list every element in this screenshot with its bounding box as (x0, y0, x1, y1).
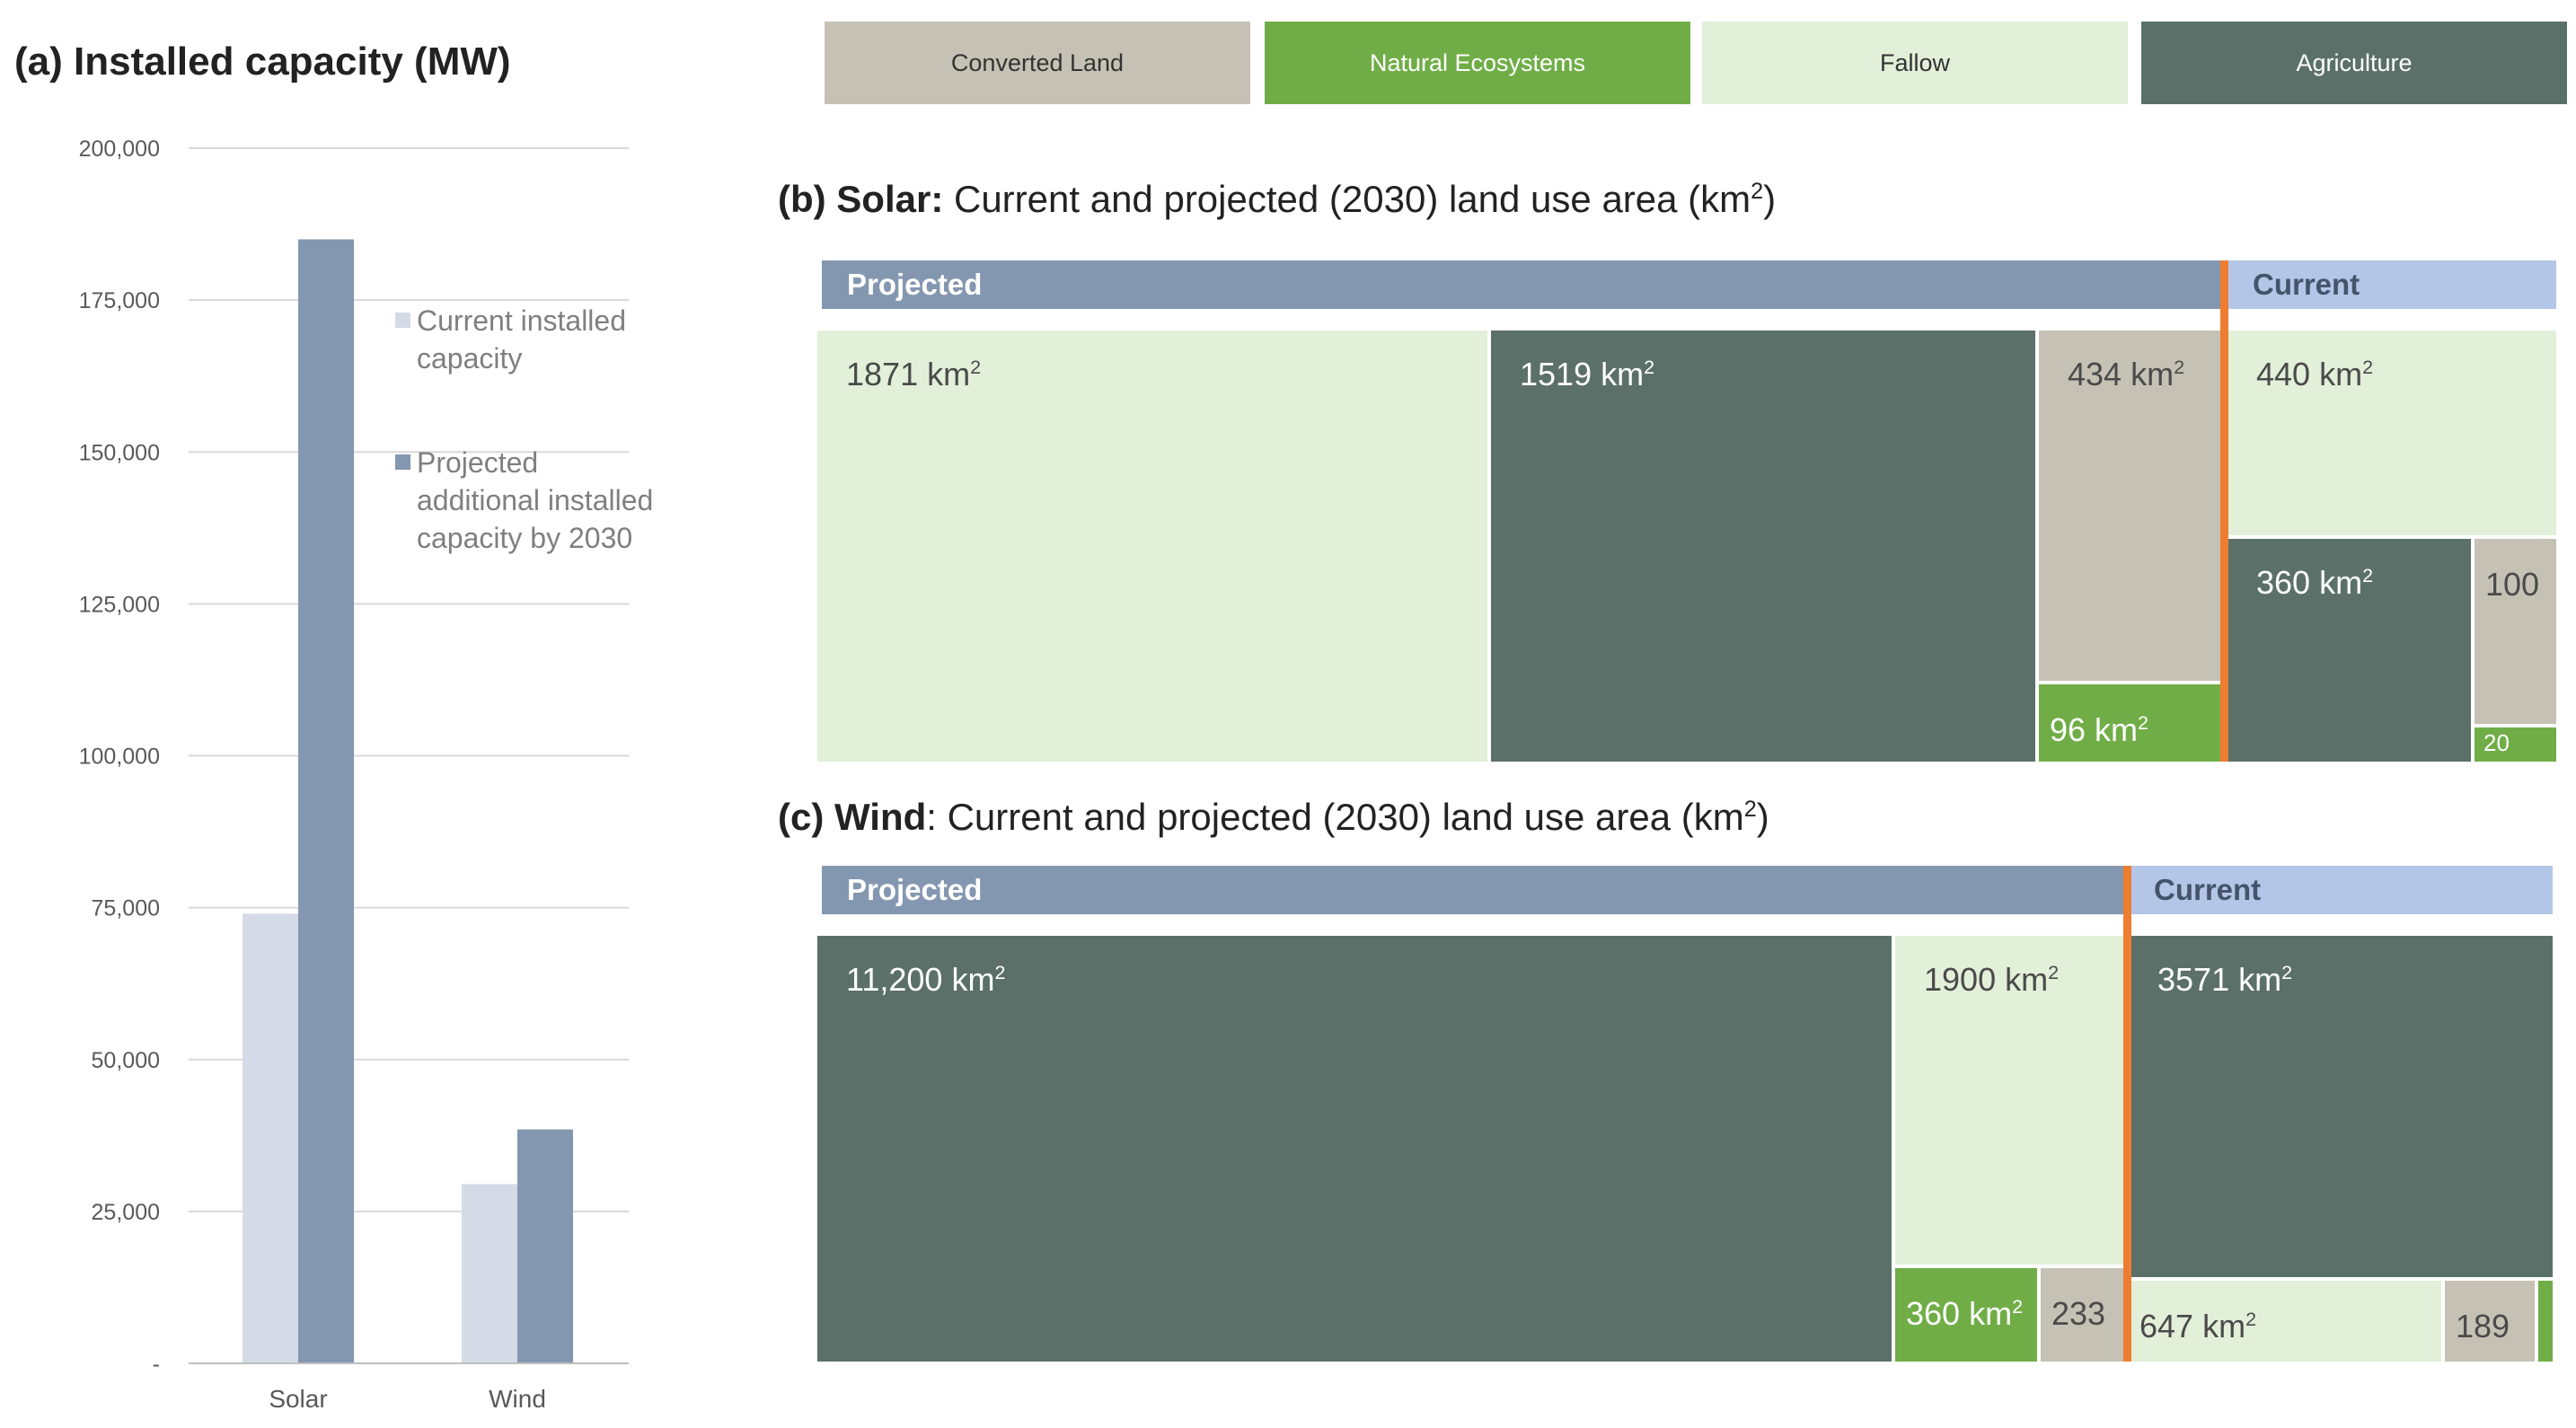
panel-b-title-sup: 2 (1751, 179, 1764, 204)
y-tick-label: 75,000 (92, 896, 160, 921)
y-tick-label: 50,000 (92, 1048, 160, 1073)
y-tick-label: 175,000 (79, 288, 160, 313)
treemap-cell: 11,200 km2 (817, 936, 1892, 1362)
y-tick-label: 150,000 (79, 440, 160, 465)
wind-divider-line (2123, 866, 2131, 1362)
legend-label-line: capacity (417, 342, 522, 375)
panel-b-title-end: ) (1763, 178, 1777, 220)
legend-label: Current installed capacity (417, 304, 626, 375)
treemap-cell-label-sup: 2 (970, 356, 982, 378)
legend-swatch (395, 454, 410, 470)
treemap-cell: 360 km2 (2228, 539, 2471, 762)
wind-current-header: Current (2129, 866, 2553, 914)
panel-b-title-bold: (b) Solar: (778, 178, 944, 220)
x-tick-label: Wind (489, 1385, 546, 1413)
treemap-cell-label: 20 (2483, 729, 2510, 756)
treemap-cell: 647 km2 (2129, 1281, 2441, 1362)
x-tick-label: Solar (269, 1385, 327, 1413)
legend-agriculture: Agriculture (2141, 22, 2567, 104)
treemap-cell: 3571 km2 (2129, 936, 2553, 1277)
bar (243, 913, 298, 1363)
legend-converted-land: Converted Land (825, 22, 1250, 104)
treemap-cell-label: 1519 km2 (1520, 356, 1655, 392)
y-tick-label: 25,000 (92, 1200, 160, 1225)
treemap-cell-label-sup: 2 (994, 961, 1006, 983)
y-tick-label: 100,000 (79, 745, 160, 770)
treemap-cell-label-sup: 2 (1644, 356, 1655, 378)
legend-swatch (395, 313, 410, 328)
panel-c-title-sup: 2 (1743, 797, 1757, 822)
solar-current-header: Current (2228, 260, 2556, 309)
legend-fallow: Fallow (1702, 22, 2128, 104)
bar (517, 1129, 573, 1363)
treemap-cell-label-sup: 2 (2048, 961, 2060, 983)
treemap-cell: 440 km2 (2228, 331, 2556, 535)
treemap-cell-label: 189 (2456, 1308, 2510, 1344)
treemap-cell (2538, 1281, 2553, 1362)
legend-label-line: capacity by 2030 (417, 522, 632, 554)
y-tick-label: 200,000 (79, 137, 160, 162)
legend-label-line: Projected (417, 446, 538, 479)
panel-a-title: (a) Installed capacity (MW) (14, 40, 511, 84)
treemap-cell: 1900 km2 (1895, 936, 2129, 1265)
solar-divider-line (2220, 260, 2228, 762)
treemap-cell: 1871 km2 (817, 331, 1487, 762)
legend-label-line: additional installed (417, 484, 653, 516)
treemap-cell-label: 1871 km2 (846, 356, 982, 392)
treemap-cell-label: 11,200 km2 (846, 961, 1006, 998)
treemap-cell-label-sup: 2 (2362, 564, 2374, 586)
treemap-cell: 1519 km2 (1491, 331, 2035, 762)
solar-projected-header: Projected (822, 260, 2228, 309)
treemap-cell-label-sup: 2 (2138, 711, 2149, 734)
treemap-cell-label: 360 km2 (1906, 1295, 2024, 1332)
treemap-cell-label-sup: 2 (2245, 1308, 2257, 1330)
treemap-cell: 100 (2475, 539, 2556, 724)
treemap-cell: 434 km2 (2039, 331, 2224, 681)
y-tick-label: - (153, 1352, 160, 1377)
treemap-cell-label-sup: 2 (2174, 356, 2185, 378)
treemap-cell-label: 233 (2051, 1295, 2106, 1332)
treemap-cell: 233 (2041, 1268, 2129, 1362)
treemap-cell-label-sup: 2 (2012, 1295, 2024, 1318)
treemap-cell-label: 360 km2 (2256, 564, 2374, 601)
panel-c-title: (c) Wind: Current and projected (2030) l… (778, 796, 1769, 839)
treemap-cell: 189 (2445, 1281, 2535, 1362)
bar (298, 239, 354, 1364)
treemap-cell: 96 km2 (2039, 684, 2224, 762)
installed-capacity-bar-chart: - 25,000 50,000 75,000 100,000 125,000 150,000… (79, 137, 654, 1413)
treemap-cell-label: 647 km2 (2139, 1308, 2257, 1344)
treemap-cell-label: 434 km2 (2068, 356, 2185, 392)
bar (462, 1184, 517, 1363)
treemap-cell-label: 3571 km2 (2157, 961, 2293, 998)
y-tick-label: 125,000 (79, 592, 160, 617)
panel-c-title-rest: : Current and projected (2030) land use … (926, 796, 1744, 838)
panel-c-title-bold: (c) Wind (778, 796, 927, 838)
treemap-cell: 360 km2 (1895, 1268, 2037, 1362)
treemap-cell-label-sup: 2 (2362, 356, 2374, 378)
panel-b-title: (b) Solar: Current and projected (2030) … (778, 178, 1776, 221)
panel-c-title-end: ) (1756, 796, 1769, 838)
treemap-cell-label: 1900 km2 (1924, 961, 2060, 998)
treemap-cell-label: 440 km2 (2256, 356, 2374, 392)
treemap-cell-label: 100 (2485, 566, 2540, 603)
treemap-cell-label-sup: 2 (2281, 961, 2293, 983)
treemap-cell-label: 96 km2 (2050, 711, 2149, 748)
wind-projected-header: Projected (822, 866, 2129, 914)
legend-label-line: Current installed (417, 304, 626, 337)
treemap-cell: 20 (2475, 727, 2556, 762)
panel-b-title-rest: Current and projected (2030) land use ar… (943, 178, 1751, 220)
legend-natural-ecosystems: Natural Ecosystems (1265, 22, 1690, 104)
legend-label: Projected additional installed capacity by… (417, 446, 653, 554)
